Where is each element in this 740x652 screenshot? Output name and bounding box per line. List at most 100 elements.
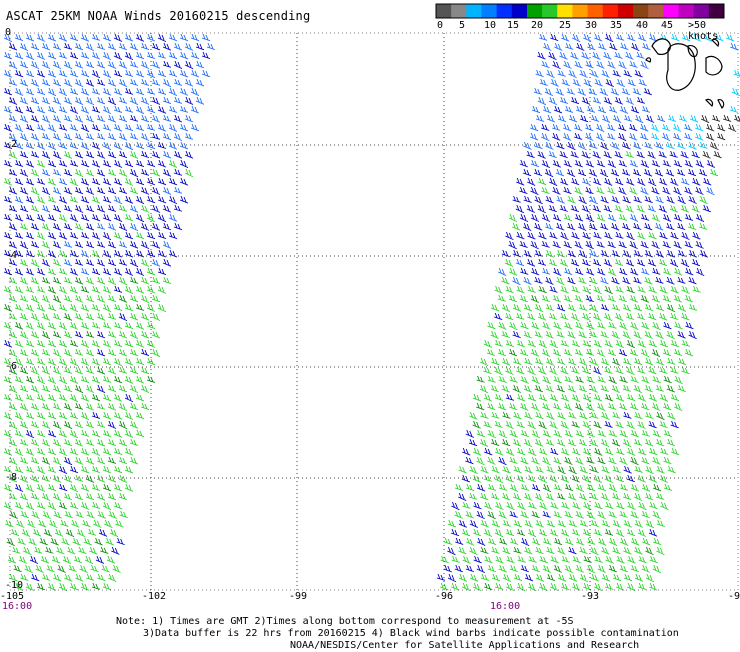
- wind-barb: [63, 132, 73, 141]
- wind-barb: [568, 411, 577, 419]
- wind-barb: [513, 357, 522, 365]
- wind-barb: [684, 123, 693, 131]
- wind-barb: [102, 483, 112, 492]
- wind-barb: [63, 186, 73, 195]
- wind-barb: [25, 375, 35, 384]
- wind-barb: [604, 474, 613, 484]
- wind-barb: [501, 303, 511, 312]
- wind-barb: [596, 60, 605, 69]
- wind-barb: [685, 267, 694, 276]
- wind-barb: [184, 150, 194, 159]
- wind-barb: [96, 150, 106, 159]
- wind-barb: [96, 438, 106, 447]
- wind-barb: [666, 222, 675, 230]
- wind-barb: [52, 222, 62, 231]
- wind-barb: [96, 258, 106, 267]
- wind-barb: [201, 51, 211, 60]
- wind-barb: [563, 240, 572, 249]
- wind-barb: [673, 159, 682, 168]
- wind-barb: [520, 456, 529, 465]
- wind-barb: [490, 330, 499, 339]
- wind-barb: [490, 438, 500, 446]
- wind-barb: [58, 582, 68, 592]
- wind-barb: [135, 357, 145, 365]
- wind-barb: [505, 393, 515, 401]
- wind-barb: [728, 123, 737, 132]
- wind-barb: [577, 168, 587, 177]
- wind-barb: [699, 141, 708, 149]
- wind-barb: [644, 222, 653, 231]
- wind-barb: [8, 258, 18, 266]
- wind-barb: [462, 582, 471, 591]
- wind-barb: [36, 375, 46, 385]
- wind-barb: [596, 132, 605, 142]
- colorbar-swatch: [648, 4, 664, 18]
- wind-barb: [487, 321, 496, 330]
- wind-barb: [691, 258, 701, 267]
- wind-barb: [600, 141, 609, 151]
- wind-barb: [678, 114, 688, 122]
- wind-barb: [129, 240, 139, 249]
- wind-barb: [625, 258, 635, 267]
- wind-barb: [58, 483, 68, 492]
- wind-barb: [561, 555, 570, 563]
- wind-barb: [688, 222, 697, 231]
- wind-barb: [25, 285, 35, 293]
- wind-barb: [508, 240, 517, 250]
- wind-barb: [637, 474, 646, 483]
- wind-barb: [670, 285, 679, 294]
- wind-barb: [520, 321, 529, 330]
- wind-barb: [129, 204, 139, 213]
- wind-barb: [520, 267, 529, 275]
- wind-barb: [583, 555, 592, 563]
- wind-barb: [483, 339, 492, 348]
- wind-barb: [36, 33, 46, 42]
- wind-barb: [480, 357, 489, 367]
- wind-barb: [685, 321, 694, 330]
- wind-barb: [513, 465, 522, 474]
- wind-barb: [559, 204, 568, 212]
- wind-barb: [527, 474, 536, 483]
- wind-barb: [552, 186, 561, 195]
- wind-barb: [704, 33, 713, 42]
- wind-barb: [63, 78, 73, 87]
- wind-barb: [113, 357, 123, 367]
- wind-barb: [578, 384, 587, 393]
- wind-barb: [662, 159, 671, 167]
- wind-barb: [80, 267, 90, 275]
- wind-barb: [557, 492, 566, 500]
- wind-barb: [546, 492, 555, 501]
- wind-barb: [568, 114, 578, 123]
- wind-barb: [589, 438, 599, 447]
- wind-barb: [538, 420, 547, 430]
- wind-barb: [79, 564, 88, 574]
- wind-barb: [3, 195, 13, 203]
- wind-barb: [96, 456, 106, 465]
- wind-barb: [80, 393, 90, 402]
- wind-barb: [552, 213, 562, 222]
- wind-barb: [666, 195, 675, 204]
- wind-barb: [30, 132, 40, 141]
- wind-barb: [74, 204, 84, 213]
- wind-barb: [146, 69, 156, 79]
- wind-barb: [491, 492, 500, 500]
- colorbar-swatch: [708, 4, 725, 18]
- wind-barb: [652, 456, 661, 465]
- wind-barb: [195, 78, 205, 87]
- wind-barb: [476, 375, 485, 383]
- wind-barb: [494, 285, 503, 294]
- wind-barb: [603, 204, 612, 213]
- wind-barb: [184, 96, 194, 105]
- wind-barb: [491, 465, 500, 474]
- wind-barb: [627, 582, 636, 592]
- wind-barb: [63, 276, 73, 284]
- wind-barb: [563, 348, 573, 356]
- wind-barb: [25, 393, 35, 401]
- wind-barb: [622, 384, 631, 392]
- wind-barb: [553, 105, 563, 114]
- wind-barb: [80, 105, 90, 114]
- wind-barb: [184, 42, 194, 51]
- wind-barb: [546, 411, 555, 420]
- wind-barb: [556, 141, 565, 150]
- wind-barb: [25, 303, 35, 312]
